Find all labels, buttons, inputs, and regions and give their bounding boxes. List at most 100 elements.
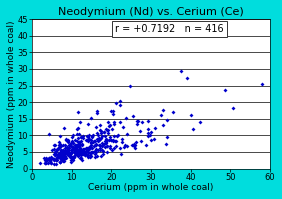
Point	[81, 150, 85, 153]
Point	[113, 102, 118, 105]
Point	[66, 139, 70, 143]
Point	[148, 134, 153, 137]
Point	[230, 107, 235, 110]
Point	[55, 147, 60, 150]
Point	[87, 138, 91, 141]
Point	[63, 148, 67, 151]
Point	[77, 152, 82, 156]
Point	[58, 135, 63, 138]
Point	[89, 143, 93, 146]
Point	[76, 154, 80, 157]
Point	[56, 156, 61, 159]
Point	[94, 151, 98, 154]
Point	[52, 153, 57, 156]
Point	[80, 159, 84, 162]
Point	[124, 117, 129, 120]
Point	[76, 152, 80, 155]
Point	[71, 157, 76, 160]
Point	[88, 155, 92, 158]
X-axis label: Cerium (ppm in whole coal): Cerium (ppm in whole coal)	[88, 183, 214, 192]
Point	[61, 127, 66, 130]
Point	[89, 116, 94, 119]
Point	[61, 152, 65, 155]
Point	[78, 156, 83, 160]
Point	[74, 149, 79, 152]
Point	[52, 157, 56, 160]
Point	[144, 143, 148, 146]
Point	[88, 150, 93, 153]
Point	[69, 139, 74, 143]
Point	[68, 151, 73, 155]
Point	[90, 134, 95, 137]
Point	[58, 153, 63, 157]
Point	[81, 134, 85, 138]
Point	[149, 138, 153, 141]
Point	[93, 150, 98, 153]
Y-axis label: Neodymium (ppm in whole coal): Neodymium (ppm in whole coal)	[7, 20, 16, 168]
Point	[91, 141, 95, 144]
Point	[109, 109, 113, 112]
Point	[80, 149, 85, 152]
Point	[103, 146, 107, 149]
Point	[146, 132, 151, 135]
Point	[102, 143, 107, 146]
Point	[85, 153, 89, 157]
Point	[133, 143, 137, 146]
Point	[70, 157, 74, 160]
Point	[77, 157, 82, 160]
Point	[76, 152, 81, 156]
Point	[65, 153, 69, 156]
Point	[61, 157, 65, 160]
Point	[120, 140, 124, 143]
Point	[52, 159, 56, 162]
Point	[45, 157, 49, 160]
Point	[78, 147, 82, 150]
Point	[94, 126, 98, 129]
Point	[171, 110, 175, 113]
Point	[85, 149, 89, 152]
Point	[56, 154, 60, 157]
Point	[102, 130, 106, 133]
Point	[47, 159, 52, 163]
Point	[85, 135, 90, 139]
Point	[44, 157, 49, 160]
Point	[87, 133, 91, 137]
Point	[76, 149, 80, 152]
Point	[58, 157, 63, 160]
Point	[101, 143, 105, 147]
Point	[53, 150, 58, 153]
Point	[69, 141, 74, 144]
Point	[48, 159, 52, 162]
Point	[60, 155, 65, 158]
Point	[47, 158, 51, 162]
Point	[60, 158, 65, 161]
Point	[95, 155, 99, 158]
Point	[76, 127, 80, 130]
Point	[69, 158, 73, 161]
Point	[94, 111, 99, 115]
Point	[88, 151, 93, 155]
Point	[46, 161, 50, 164]
Point	[73, 149, 77, 152]
Point	[52, 157, 56, 161]
Point	[66, 154, 71, 157]
Point	[61, 156, 66, 159]
Point	[47, 156, 51, 160]
Point	[111, 139, 115, 143]
Point	[72, 148, 76, 151]
Point	[105, 150, 109, 153]
Point	[100, 135, 104, 138]
Point	[117, 103, 122, 106]
Point	[87, 138, 91, 141]
Point	[59, 158, 64, 161]
Point	[89, 151, 94, 155]
Point	[90, 150, 94, 154]
Point	[115, 134, 120, 137]
Point	[80, 143, 85, 146]
Point	[67, 154, 71, 157]
Point	[111, 138, 115, 141]
Point	[164, 118, 169, 122]
Point	[47, 133, 51, 136]
Point	[66, 146, 71, 149]
Point	[89, 147, 94, 150]
